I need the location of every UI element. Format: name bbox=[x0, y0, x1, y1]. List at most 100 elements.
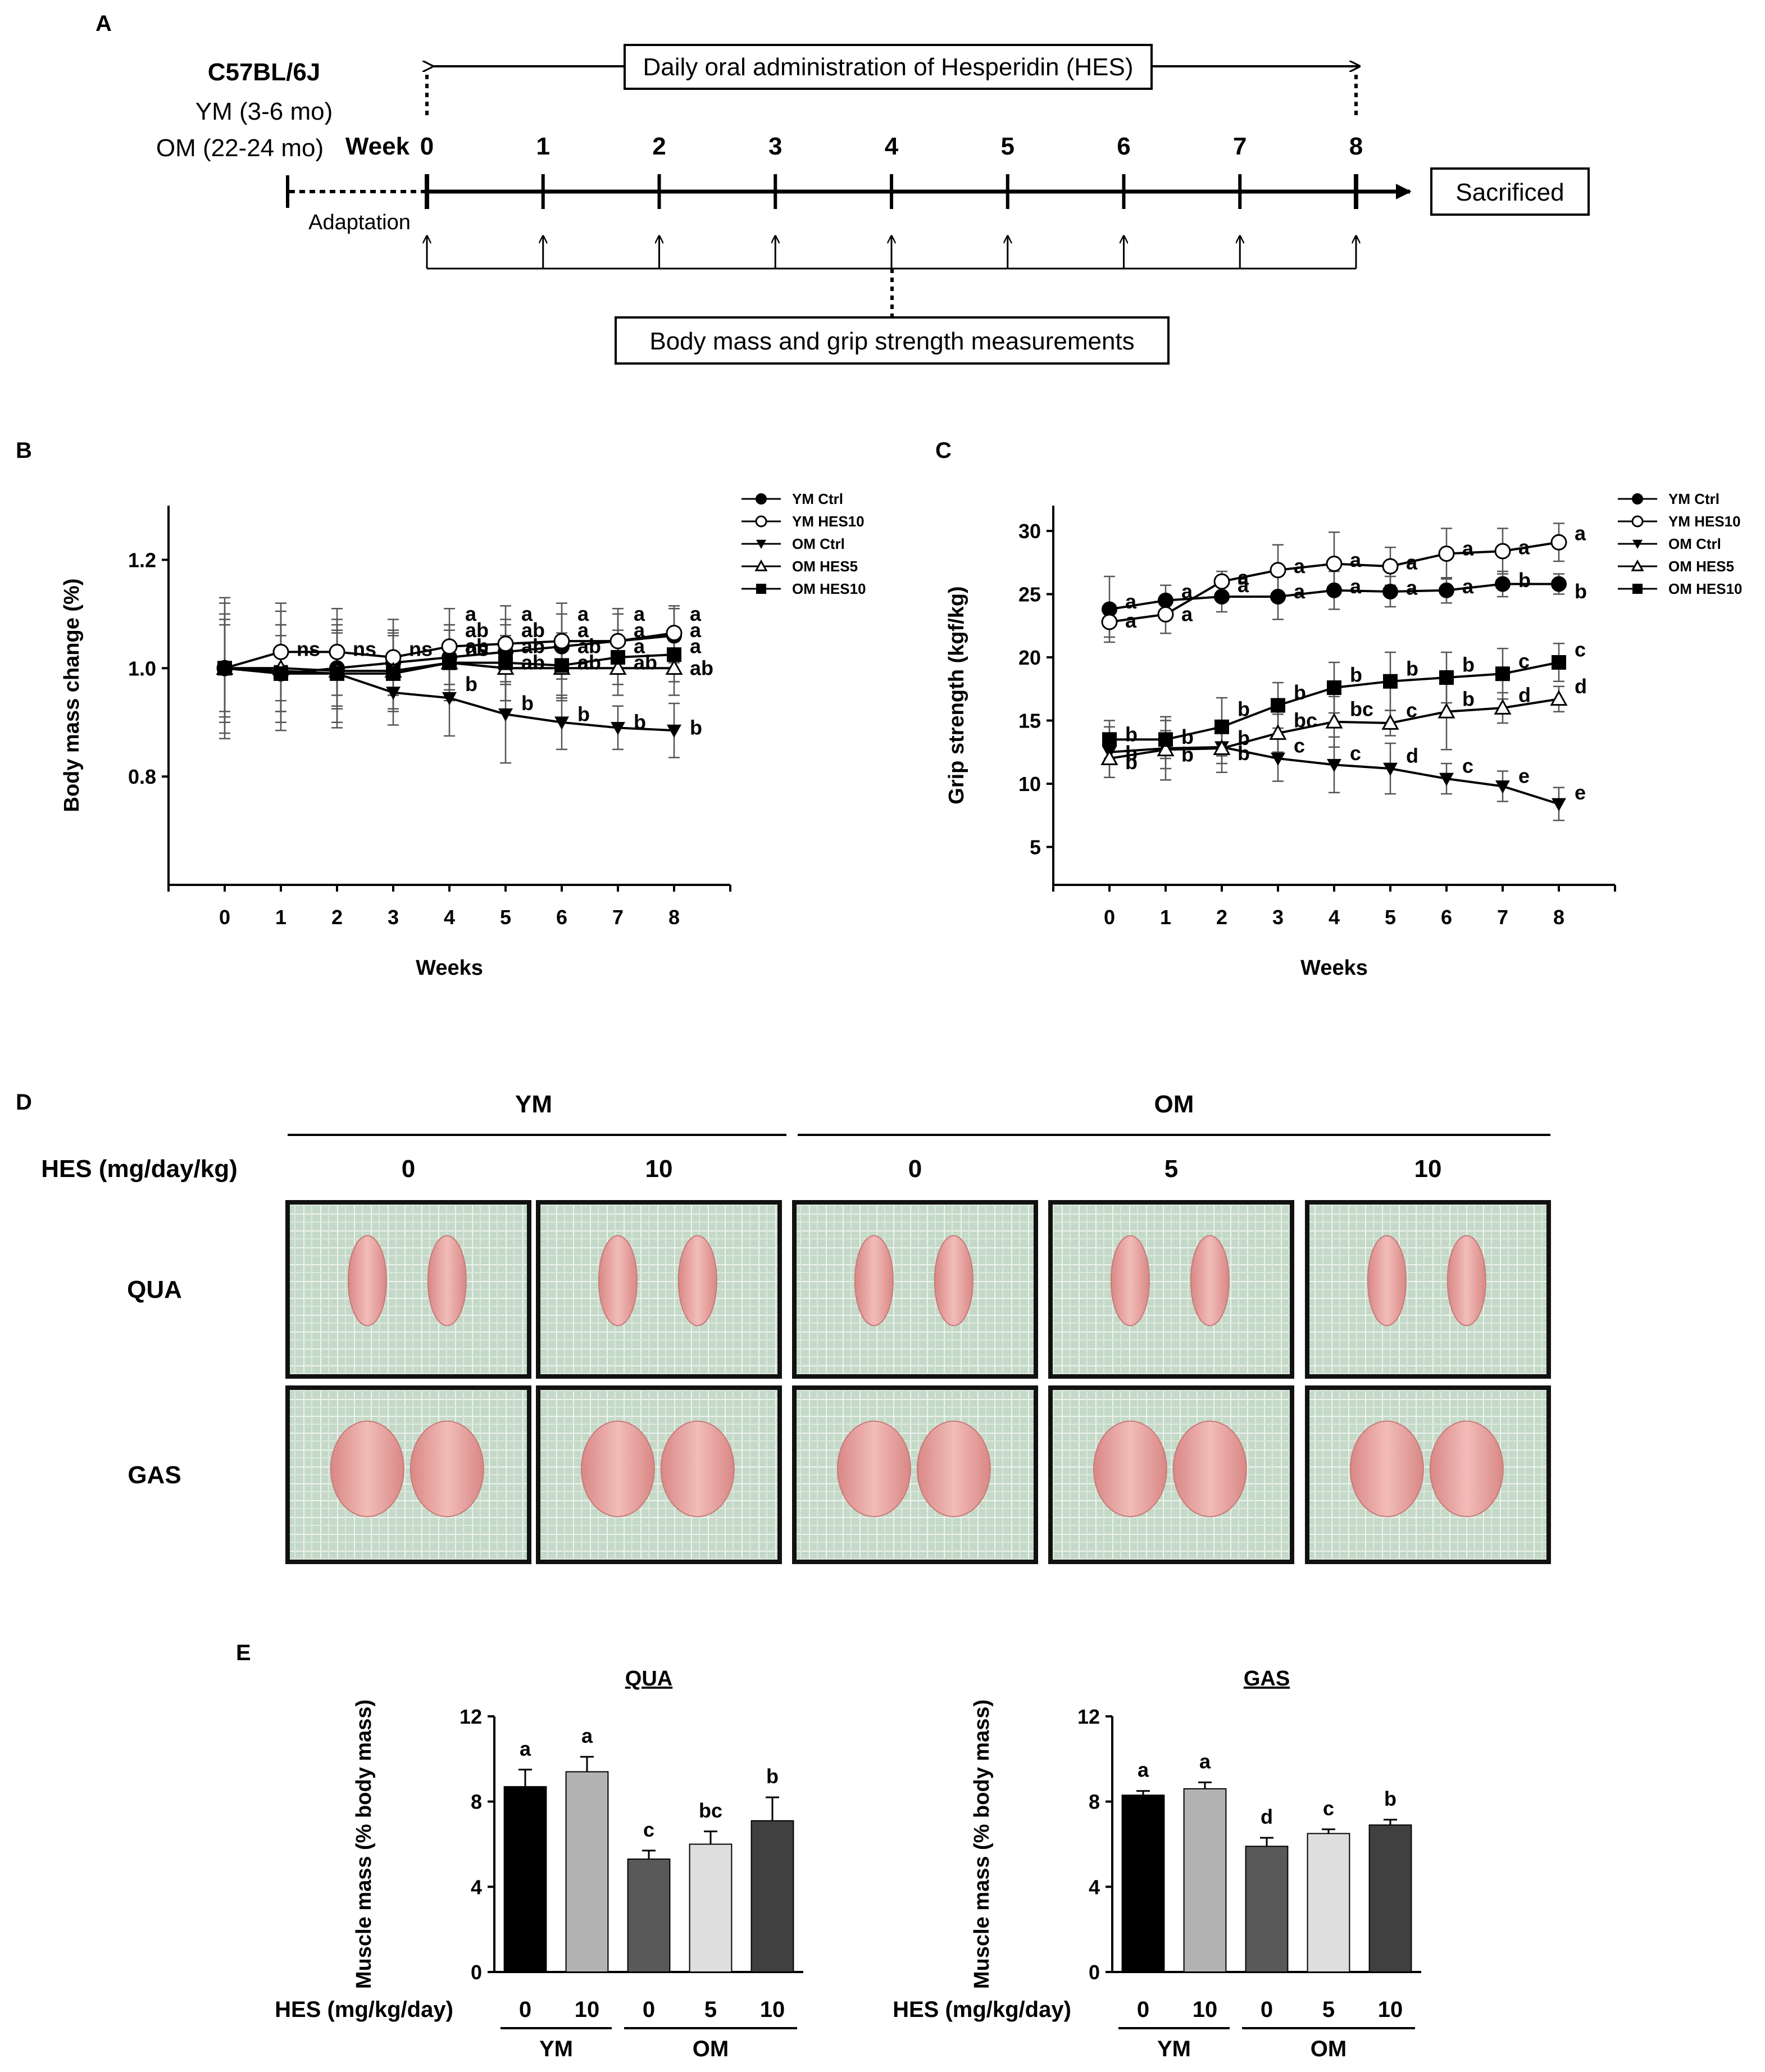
dose-tick-label: 5 bbox=[704, 1997, 717, 2022]
gastrocnemius-tissue bbox=[1093, 1420, 1167, 1517]
significance-label: b bbox=[1462, 653, 1475, 676]
marker-filled-square bbox=[1495, 666, 1510, 681]
gastrocnemius-tissue bbox=[836, 1420, 911, 1517]
muscle-photo bbox=[1048, 1385, 1294, 1564]
y-tick-label: 5 bbox=[1030, 836, 1041, 859]
x-tick-label: 7 bbox=[1497, 906, 1508, 929]
bar bbox=[1307, 1833, 1350, 1973]
dose-label: 0 bbox=[402, 1155, 415, 1183]
marker-open-circle bbox=[1494, 543, 1511, 560]
y-tick-label: 0 bbox=[1089, 1961, 1100, 1984]
significance-label: b bbox=[1350, 664, 1362, 687]
x-tick-label: 3 bbox=[388, 906, 399, 929]
panel-b: B 0.8 1.0 1.2 0 1 2 3 4 5 6 7 8 Weeks Body mass chang… bbox=[16, 438, 866, 980]
y-tick-label: 0.8 bbox=[128, 765, 156, 788]
quadriceps-tissue bbox=[1367, 1235, 1407, 1326]
quadriceps-tissue bbox=[347, 1235, 387, 1326]
marker-open-triangle bbox=[1100, 749, 1118, 765]
muscle-photo bbox=[792, 1200, 1038, 1379]
gastrocnemius-tissue bbox=[660, 1420, 735, 1517]
significance-label: c bbox=[643, 1818, 654, 1841]
group-label: OM bbox=[1311, 2037, 1347, 2061]
dose-tick-label: 5 bbox=[1322, 1997, 1335, 2022]
significance-label: b bbox=[465, 673, 477, 696]
significance-label: a bbox=[1294, 580, 1305, 603]
x-tick-label: 0 bbox=[219, 906, 230, 929]
photo-dose-label: HES (mg/day/kg) bbox=[41, 1155, 238, 1183]
significance-label: ab bbox=[577, 635, 601, 658]
marker-open-circle bbox=[609, 633, 626, 649]
dose-tick-label: 10 bbox=[575, 1997, 600, 2022]
significance-label: a bbox=[1199, 1750, 1211, 1773]
significance-label: a bbox=[577, 602, 589, 625]
marker-filled-square bbox=[1327, 680, 1341, 695]
photo-group-om: OM bbox=[1154, 1090, 1194, 1118]
significance-label: e bbox=[1518, 765, 1530, 788]
x-tick-label: 0 bbox=[1104, 906, 1115, 929]
significance-label: b bbox=[1575, 580, 1587, 603]
quadriceps-tissue bbox=[427, 1235, 467, 1326]
significance-label: d bbox=[1518, 684, 1531, 707]
significance-label: b bbox=[1384, 1787, 1396, 1810]
x-tick-label: 4 bbox=[1329, 906, 1340, 929]
marker-filled-circle bbox=[1326, 582, 1342, 598]
muscle-photo bbox=[536, 1200, 782, 1379]
muscle-photo bbox=[1305, 1385, 1551, 1564]
y-tick-label: 4 bbox=[1089, 1875, 1100, 1898]
marker-filled-circle bbox=[1495, 576, 1511, 592]
gastrocnemius-tissue bbox=[1172, 1420, 1247, 1517]
marker-open-circle bbox=[1101, 614, 1118, 630]
panel-d: D YM OM HES (mg/day/kg) 0 10 0 5 10 QUA GAS bbox=[16, 1090, 1551, 1564]
x-tick-label: 4 bbox=[444, 906, 455, 929]
marker-open-circle bbox=[272, 643, 289, 660]
significance-label: d bbox=[1261, 1805, 1273, 1828]
marker-filled-square bbox=[274, 666, 288, 681]
y-axis-label: Muscle mass (% body mass) bbox=[352, 1700, 376, 1989]
gastrocnemius-tissue bbox=[330, 1420, 404, 1517]
marker-filled-circle bbox=[1382, 584, 1398, 599]
quadriceps-tissue bbox=[1446, 1235, 1486, 1326]
photo-group-ym: YM bbox=[515, 1090, 552, 1118]
significance-label: c bbox=[1462, 755, 1473, 778]
significance-label: b bbox=[1181, 743, 1194, 766]
significance-label: b bbox=[1238, 697, 1250, 720]
marker-filled-triangle bbox=[1495, 780, 1510, 794]
dose-label: 5 bbox=[1164, 1155, 1178, 1183]
marker-open-circle bbox=[441, 638, 458, 655]
dose-tick-label: 10 bbox=[1193, 1997, 1218, 2022]
dose-label: 10 bbox=[645, 1155, 673, 1183]
marker-open-circle bbox=[1157, 606, 1174, 622]
significance-label: b bbox=[1462, 687, 1475, 710]
quadriceps-tissue bbox=[934, 1235, 974, 1326]
bar bbox=[627, 1859, 671, 1973]
week-number: 4 bbox=[885, 133, 899, 160]
dose-label: 10 bbox=[1414, 1155, 1442, 1183]
marker-open-triangle bbox=[609, 659, 627, 675]
significance-label: b bbox=[1294, 681, 1306, 704]
y-axis-label: Body mass change (%) bbox=[60, 579, 84, 812]
y-tick-label: 8 bbox=[471, 1791, 482, 1814]
y-tick-label: 12 bbox=[460, 1705, 482, 1728]
x-axis-label: Weeks bbox=[1300, 956, 1368, 980]
significance-label: a bbox=[1238, 574, 1249, 597]
legend-label: OM Ctrl bbox=[1668, 535, 1721, 552]
panel-e: E QUA 0 4 8 12 Muscle mass (% body mass) a 0 a 10… bbox=[236, 1641, 1421, 2061]
marker-open-triangle bbox=[1325, 712, 1343, 729]
admin-text: Daily oral administration of Hesperidin … bbox=[643, 53, 1134, 81]
significance-label: b bbox=[690, 716, 702, 739]
marker-filled-triangle bbox=[756, 539, 766, 549]
timeline-ticks: 0 1 2 3 4 5 6 7 8 bbox=[420, 133, 1363, 269]
marker-open-triangle bbox=[1157, 740, 1175, 757]
significance-label: a bbox=[634, 635, 645, 658]
bar bbox=[750, 1820, 794, 1973]
dose-tick-label: 0 bbox=[1261, 1997, 1273, 2022]
marker-open-triangle bbox=[1550, 690, 1568, 706]
significance-label: b bbox=[1238, 726, 1250, 749]
legend-label: YM Ctrl bbox=[1668, 490, 1719, 507]
y-tick-label: 1.2 bbox=[128, 548, 156, 571]
marker-open-circle bbox=[497, 635, 514, 652]
x-tick-label: 3 bbox=[1272, 906, 1284, 929]
marker-filled-square bbox=[1552, 655, 1566, 670]
panel-label-d: D bbox=[16, 1090, 32, 1115]
x-tick-label: 5 bbox=[1385, 906, 1396, 929]
